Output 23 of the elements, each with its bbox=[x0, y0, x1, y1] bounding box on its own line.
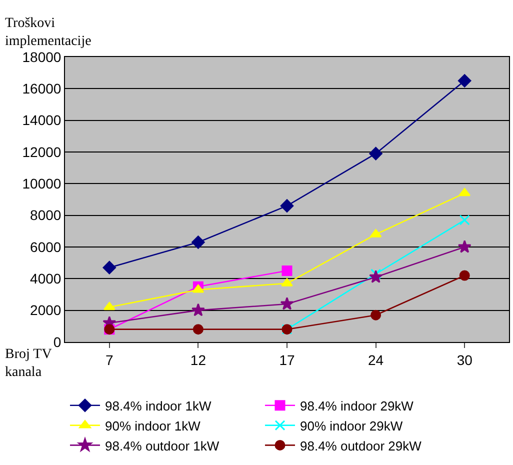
y-tick-label: 12000 bbox=[22, 144, 62, 160]
legend-label: 98.4% outdoor 29kW bbox=[300, 438, 422, 454]
y-tick-label: 18000 bbox=[22, 48, 62, 65]
y-tick-label: 0 bbox=[53, 334, 62, 350]
y-tick-label: 2000 bbox=[30, 302, 62, 318]
legend-label: 90% indoor 29kW bbox=[300, 418, 404, 434]
y-tick-label: 8000 bbox=[30, 207, 62, 224]
x-tick-label: 30 bbox=[456, 352, 473, 368]
y-tick-label: 6000 bbox=[30, 238, 62, 255]
x-axis-title: Broj TV kanala bbox=[5, 347, 52, 380]
legend-label: 98.4% indoor 29kW bbox=[300, 398, 414, 414]
x-tick-label: 7 bbox=[106, 352, 114, 368]
legend-label: 90% indoor 1kW bbox=[105, 418, 202, 434]
y-tick-label: 16000 bbox=[22, 80, 62, 97]
y-tick-label: 14000 bbox=[22, 112, 62, 128]
legend-label: 98.4% outdoor 1kW bbox=[105, 438, 220, 454]
y-axis-title: Troškovi implementacije bbox=[5, 16, 92, 50]
x-tick-label: 17 bbox=[279, 352, 295, 368]
x-tick-label: 12 bbox=[190, 352, 206, 368]
y-tick-label: 4000 bbox=[30, 270, 62, 287]
legend-label: 98.4% indoor 1kW bbox=[105, 398, 212, 414]
x-tick-label: 24 bbox=[368, 352, 384, 368]
y-tick-label: 10000 bbox=[22, 176, 62, 192]
